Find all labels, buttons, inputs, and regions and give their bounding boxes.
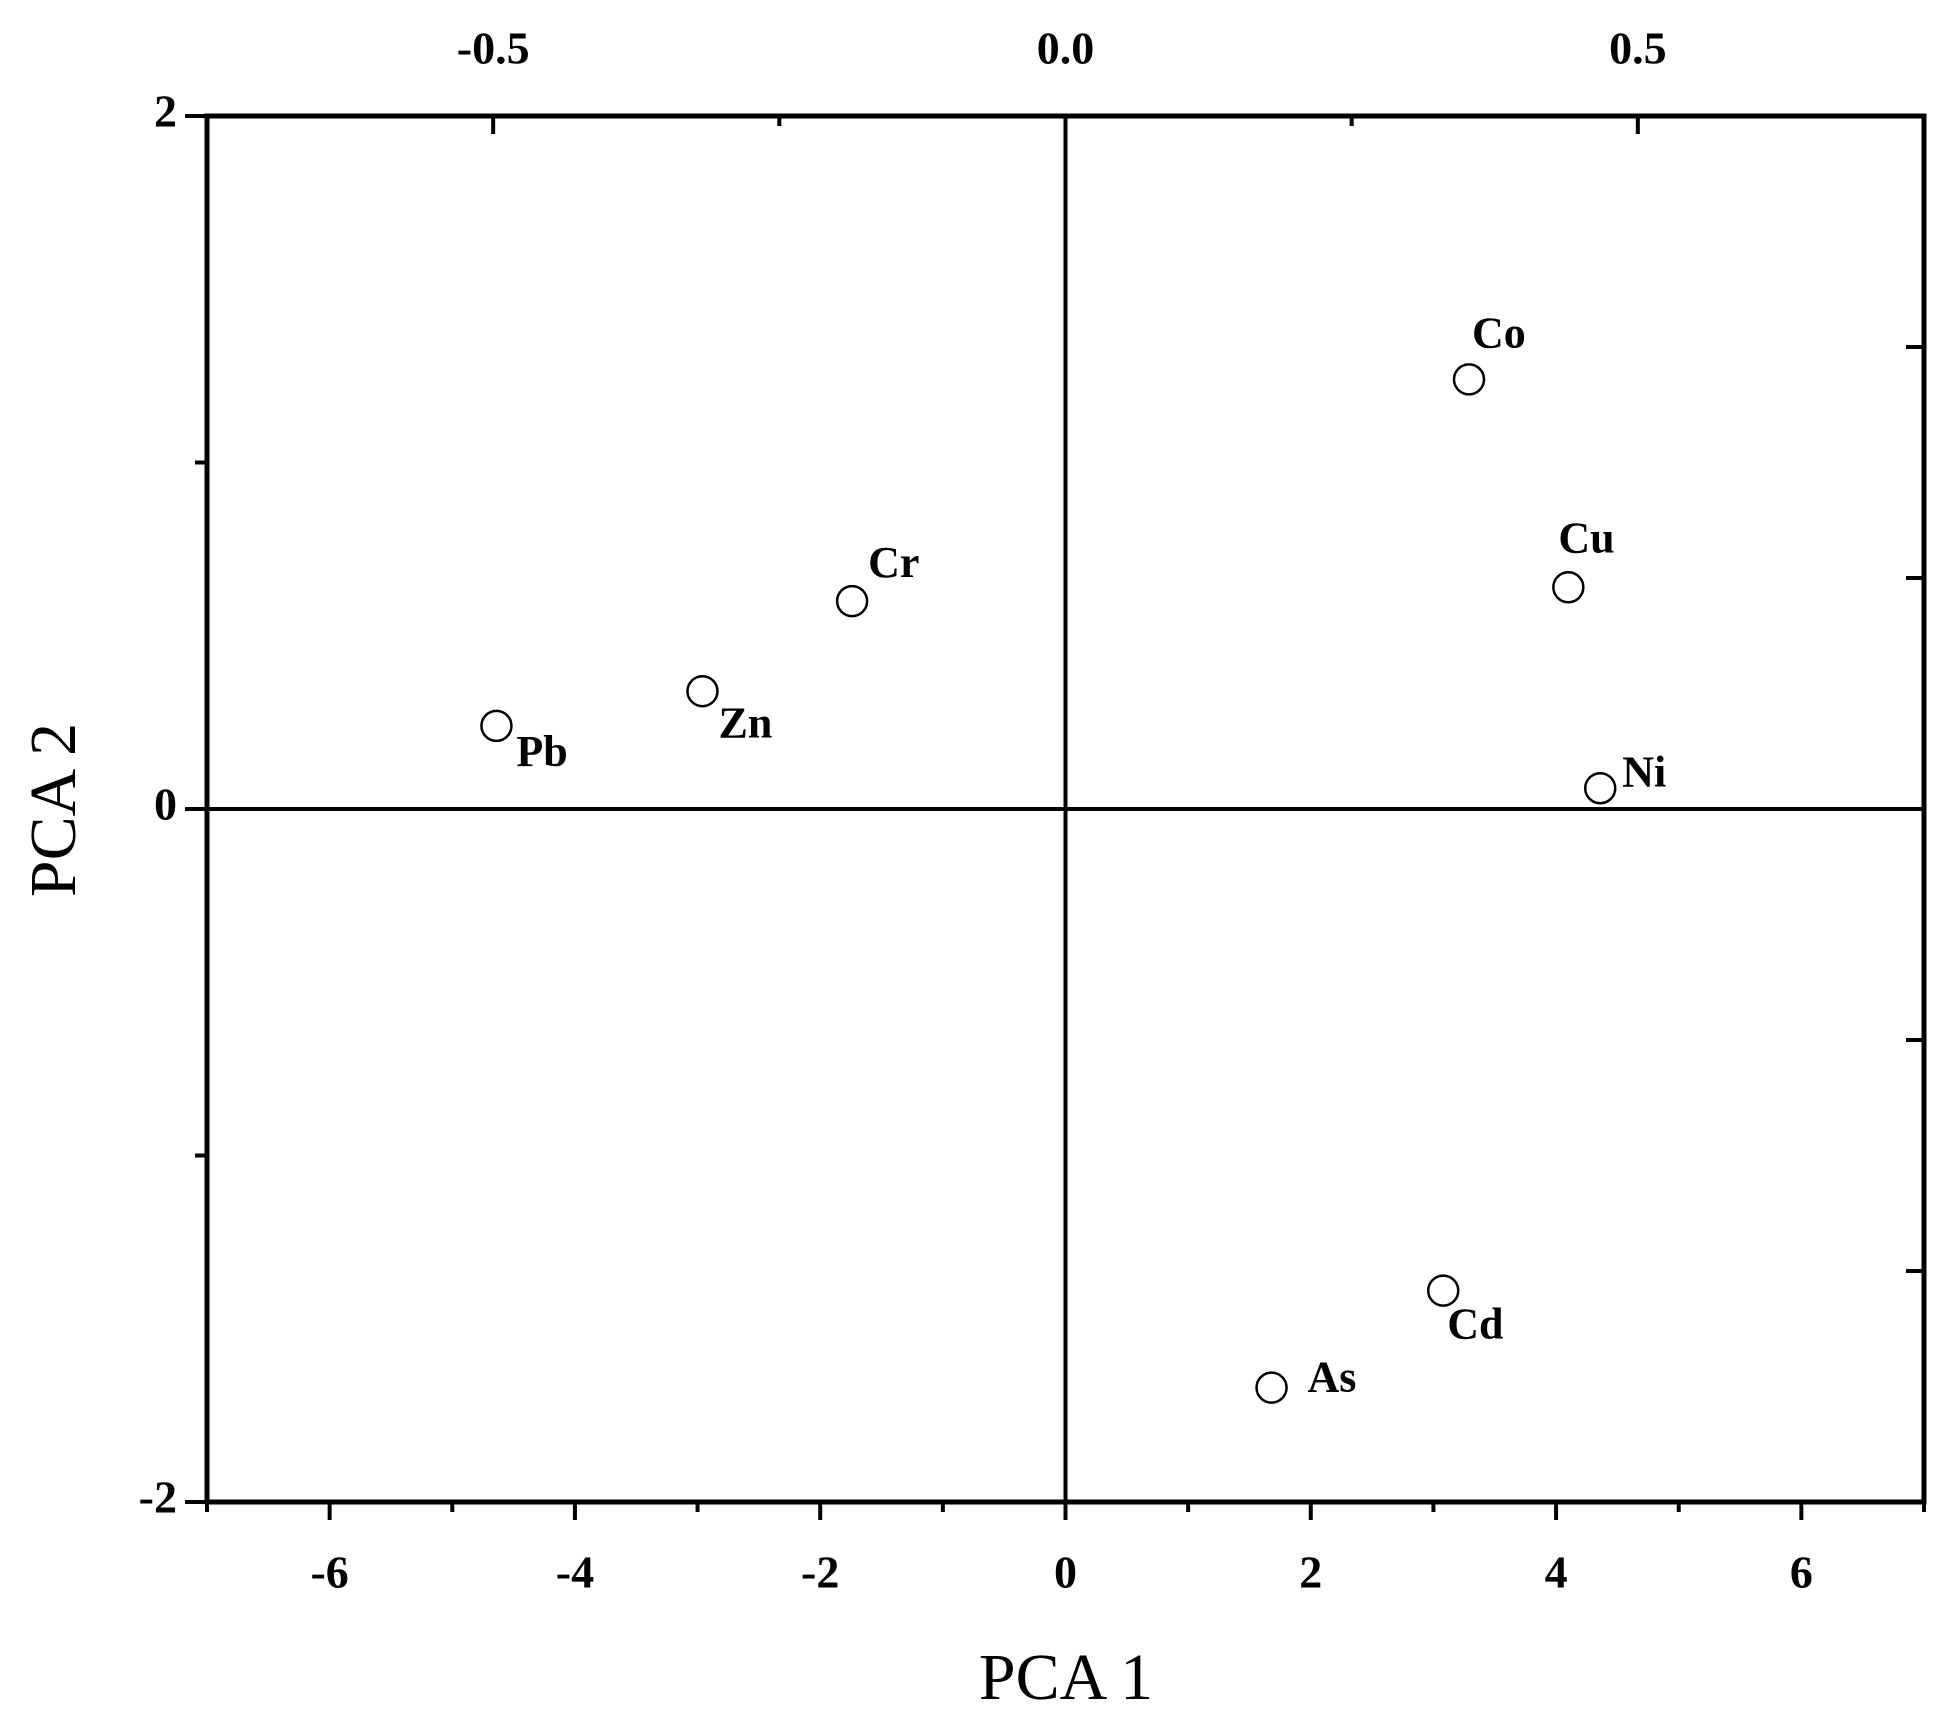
x-tick-label: 6 — [1790, 1547, 1813, 1598]
point — [480, 709, 513, 743]
y-tick-label: -2 — [139, 1472, 177, 1523]
y-tick-label: 2 — [154, 86, 177, 137]
point-label: Cu — [1558, 513, 1614, 562]
x-tick-label: -4 — [556, 1547, 594, 1598]
y-tick-label: 0 — [154, 779, 177, 830]
x2-tick-label: 0.0 — [1037, 23, 1095, 74]
point — [1583, 771, 1617, 805]
point-label: Cr — [868, 538, 919, 587]
x-tick-label: 0 — [1054, 1547, 1077, 1598]
x-tick-label: 2 — [1299, 1547, 1322, 1598]
x-axis-title: PCA 1 — [979, 1641, 1153, 1714]
y-axis-title: PCA 2 — [17, 723, 90, 897]
point-label: Ni — [1622, 747, 1666, 796]
point-label: Cd — [1447, 1300, 1503, 1349]
x-tick-label: -6 — [310, 1547, 348, 1598]
point — [1426, 1274, 1460, 1307]
point-label: As — [1308, 1353, 1357, 1402]
x-tick-label: 4 — [1545, 1547, 1568, 1598]
point-label: Pb — [516, 727, 567, 776]
point-label: Co — [1472, 308, 1526, 357]
x2-tick-label: 0.5 — [1609, 23, 1667, 74]
point — [835, 584, 869, 618]
point — [1552, 570, 1585, 604]
x-tick-label: -2 — [801, 1547, 839, 1598]
x2-tick-label: -0.5 — [457, 23, 530, 74]
point-label: Zn — [718, 698, 772, 747]
point — [1255, 1371, 1288, 1404]
point — [1452, 363, 1486, 396]
point — [686, 674, 719, 708]
